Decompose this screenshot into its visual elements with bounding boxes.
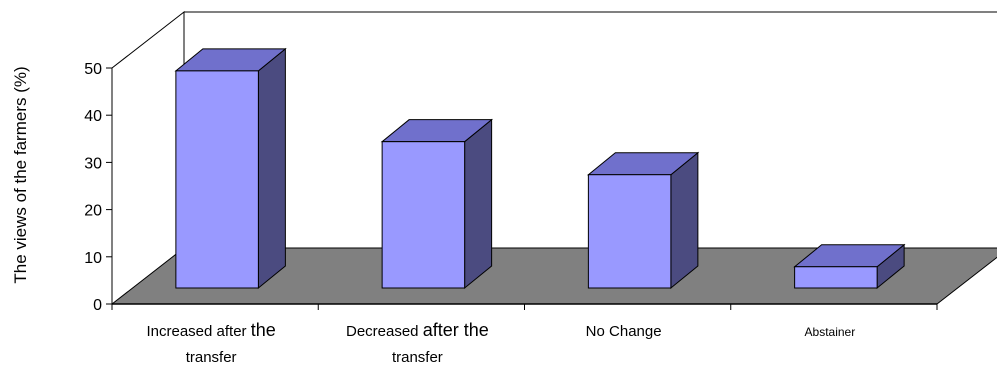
y-tick-label: 50: [84, 61, 102, 78]
x-tick-label-part: Decreased: [346, 323, 423, 340]
y-axis-label: The views of the farmers (%): [11, 66, 30, 283]
x-tick-label-part: Increased after: [146, 323, 250, 340]
bar-front: [175, 70, 259, 289]
x-axis: Increased after the transfer Decreased aft…: [111, 303, 938, 366]
bar-front: [381, 141, 466, 289]
y-tick-label: 30: [84, 155, 102, 172]
bar-side: [257, 47, 286, 290]
bar: [174, 47, 287, 290]
y-axis: 0 10 20 30 40 50: [84, 61, 113, 314]
x-tick-label-part: Abstainer: [805, 325, 856, 339]
bar: [586, 151, 700, 290]
x-tick-label-part: after the: [423, 320, 489, 340]
back-wall: [184, 11, 997, 13]
bar: [793, 243, 906, 290]
bar: [380, 118, 494, 290]
bar-front: [587, 174, 672, 289]
x-tick-label: No Change: [586, 323, 662, 340]
x-tick-label-line2: transfer: [186, 349, 237, 366]
x-tick-label-line2: transfer: [392, 349, 443, 366]
y-tick-label: 20: [84, 203, 102, 220]
y-tick-label: 0: [93, 297, 102, 314]
x-tick-label-part: No Change: [586, 323, 662, 340]
bar-side: [464, 118, 493, 290]
x-tick-label: Increased after the: [146, 320, 275, 340]
bar-front: [794, 266, 878, 289]
y-tick-label: 40: [84, 108, 102, 125]
y-tick-label: 10: [84, 250, 102, 267]
bars: [174, 47, 906, 290]
x-tick-label: Decreased after the: [346, 320, 489, 340]
x-tick-label-part: the: [251, 320, 276, 340]
bar-side: [670, 151, 699, 290]
x-tick-label: Abstainer: [805, 325, 856, 339]
